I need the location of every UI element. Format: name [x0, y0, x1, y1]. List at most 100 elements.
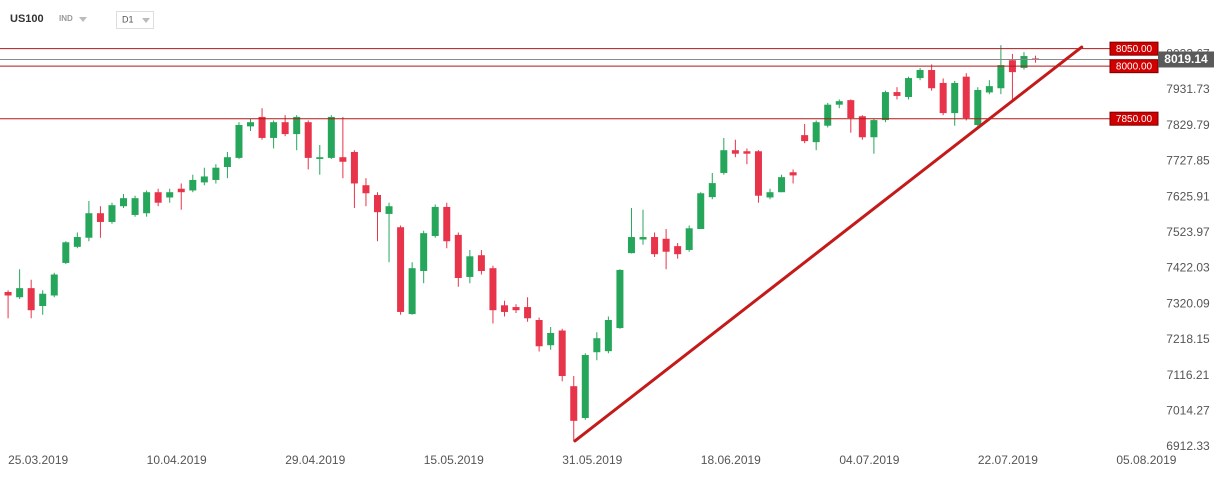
level-label: 8050.00	[1116, 44, 1153, 55]
candle-body	[500, 305, 508, 312]
candle-body	[743, 151, 751, 154]
candle-body	[766, 192, 774, 198]
y-tick-label: 7014.27	[1166, 403, 1210, 417]
candle-body	[789, 172, 797, 176]
candle-body	[524, 307, 532, 319]
x-tick-label: 22.07.2019	[978, 453, 1038, 467]
level-label: 8000.00	[1116, 61, 1153, 72]
y-tick-label: 7523.97	[1166, 225, 1210, 239]
price-label: 8019.14	[1164, 52, 1208, 66]
level-tag	[1109, 41, 1159, 56]
candle-body	[893, 92, 901, 96]
trend-line	[573, 45, 1084, 443]
level-label: 7850.00	[1116, 114, 1153, 125]
candle-body	[581, 355, 589, 419]
candle-body	[1020, 56, 1028, 68]
candle-body	[281, 122, 289, 135]
candle-body	[120, 198, 128, 207]
candle-body	[189, 179, 197, 191]
candle-body	[939, 82, 947, 114]
x-tick-label: 05.08.2019	[1116, 453, 1176, 467]
candle-body	[212, 167, 220, 180]
candle-body	[881, 92, 889, 121]
candle-body	[177, 188, 185, 193]
candle-body	[108, 205, 116, 222]
x-tick-label: 18.06.2019	[701, 453, 761, 467]
candle-body	[131, 198, 139, 215]
candle-body	[997, 65, 1005, 89]
candle-body	[812, 122, 820, 143]
candle-body	[327, 116, 335, 158]
candle-body	[651, 237, 659, 255]
x-tick-label: 29.04.2019	[285, 453, 345, 467]
category[interactable]: IND	[59, 14, 73, 23]
candle-body	[27, 288, 35, 311]
candle-body	[847, 100, 855, 118]
candle-body	[801, 135, 809, 142]
candle-body	[385, 206, 393, 214]
y-tick-label: 7320.09	[1166, 296, 1210, 310]
candle-body	[270, 122, 278, 138]
candle-body	[143, 192, 151, 214]
y-tick-label: 7116.21	[1167, 368, 1210, 382]
y-tick-label: 7218.15	[1166, 332, 1210, 346]
candle-body	[558, 330, 566, 377]
candle-body	[985, 86, 993, 93]
candle-body	[420, 233, 428, 271]
candle-body	[443, 206, 451, 242]
candle-body	[397, 227, 405, 312]
candle-body	[247, 122, 255, 127]
candle-body	[1032, 58, 1040, 60]
candle-body	[166, 192, 174, 198]
candle-body	[339, 157, 347, 162]
candle-body	[73, 237, 81, 247]
candle-body	[916, 70, 924, 79]
y-tick-label: 7625.91	[1166, 189, 1210, 203]
candle-body	[4, 291, 12, 296]
x-tick-label: 31.05.2019	[562, 453, 622, 467]
candle-body	[627, 237, 635, 254]
candle-body	[16, 288, 24, 298]
candle-body	[708, 183, 716, 198]
dropdown-arrow[interactable]	[142, 18, 150, 23]
candle-body	[316, 157, 324, 159]
candle-body	[512, 307, 520, 311]
candle-body	[200, 176, 208, 183]
candle-body	[535, 320, 543, 347]
candle-body	[697, 193, 705, 229]
timeframe[interactable]: D1	[122, 14, 134, 24]
candle-body	[662, 238, 670, 252]
candle-body	[39, 293, 47, 307]
candle-body	[258, 116, 266, 138]
level-tag	[1109, 111, 1159, 126]
candle-body	[858, 116, 866, 138]
candle-body	[616, 269, 624, 329]
dropdown-arrow[interactable]	[79, 17, 87, 22]
candle-body	[223, 157, 231, 168]
candle-body	[835, 101, 843, 105]
candle-body	[489, 268, 497, 311]
candle-body	[639, 237, 647, 240]
candle-body	[96, 213, 104, 222]
candle-body	[408, 268, 416, 315]
candle-body	[754, 151, 762, 196]
candle-body	[50, 274, 58, 296]
candle-body	[154, 192, 162, 203]
candle-body	[951, 82, 959, 114]
candle-body	[593, 338, 601, 353]
candle-body	[431, 206, 439, 236]
candle-body	[85, 213, 93, 238]
y-tick-label: 6912.33	[1166, 439, 1210, 453]
candle-body	[870, 120, 878, 138]
candle-body	[604, 320, 612, 352]
candle-body	[235, 124, 243, 158]
timeframe-box[interactable]	[116, 11, 154, 29]
candle-body	[974, 89, 982, 125]
x-tick-label: 15.05.2019	[424, 453, 484, 467]
candle-body	[454, 234, 462, 278]
y-tick-label: 7422.03	[1166, 261, 1210, 275]
candle-body	[928, 70, 936, 89]
candle-body	[685, 228, 693, 250]
candle-body	[466, 256, 474, 277]
